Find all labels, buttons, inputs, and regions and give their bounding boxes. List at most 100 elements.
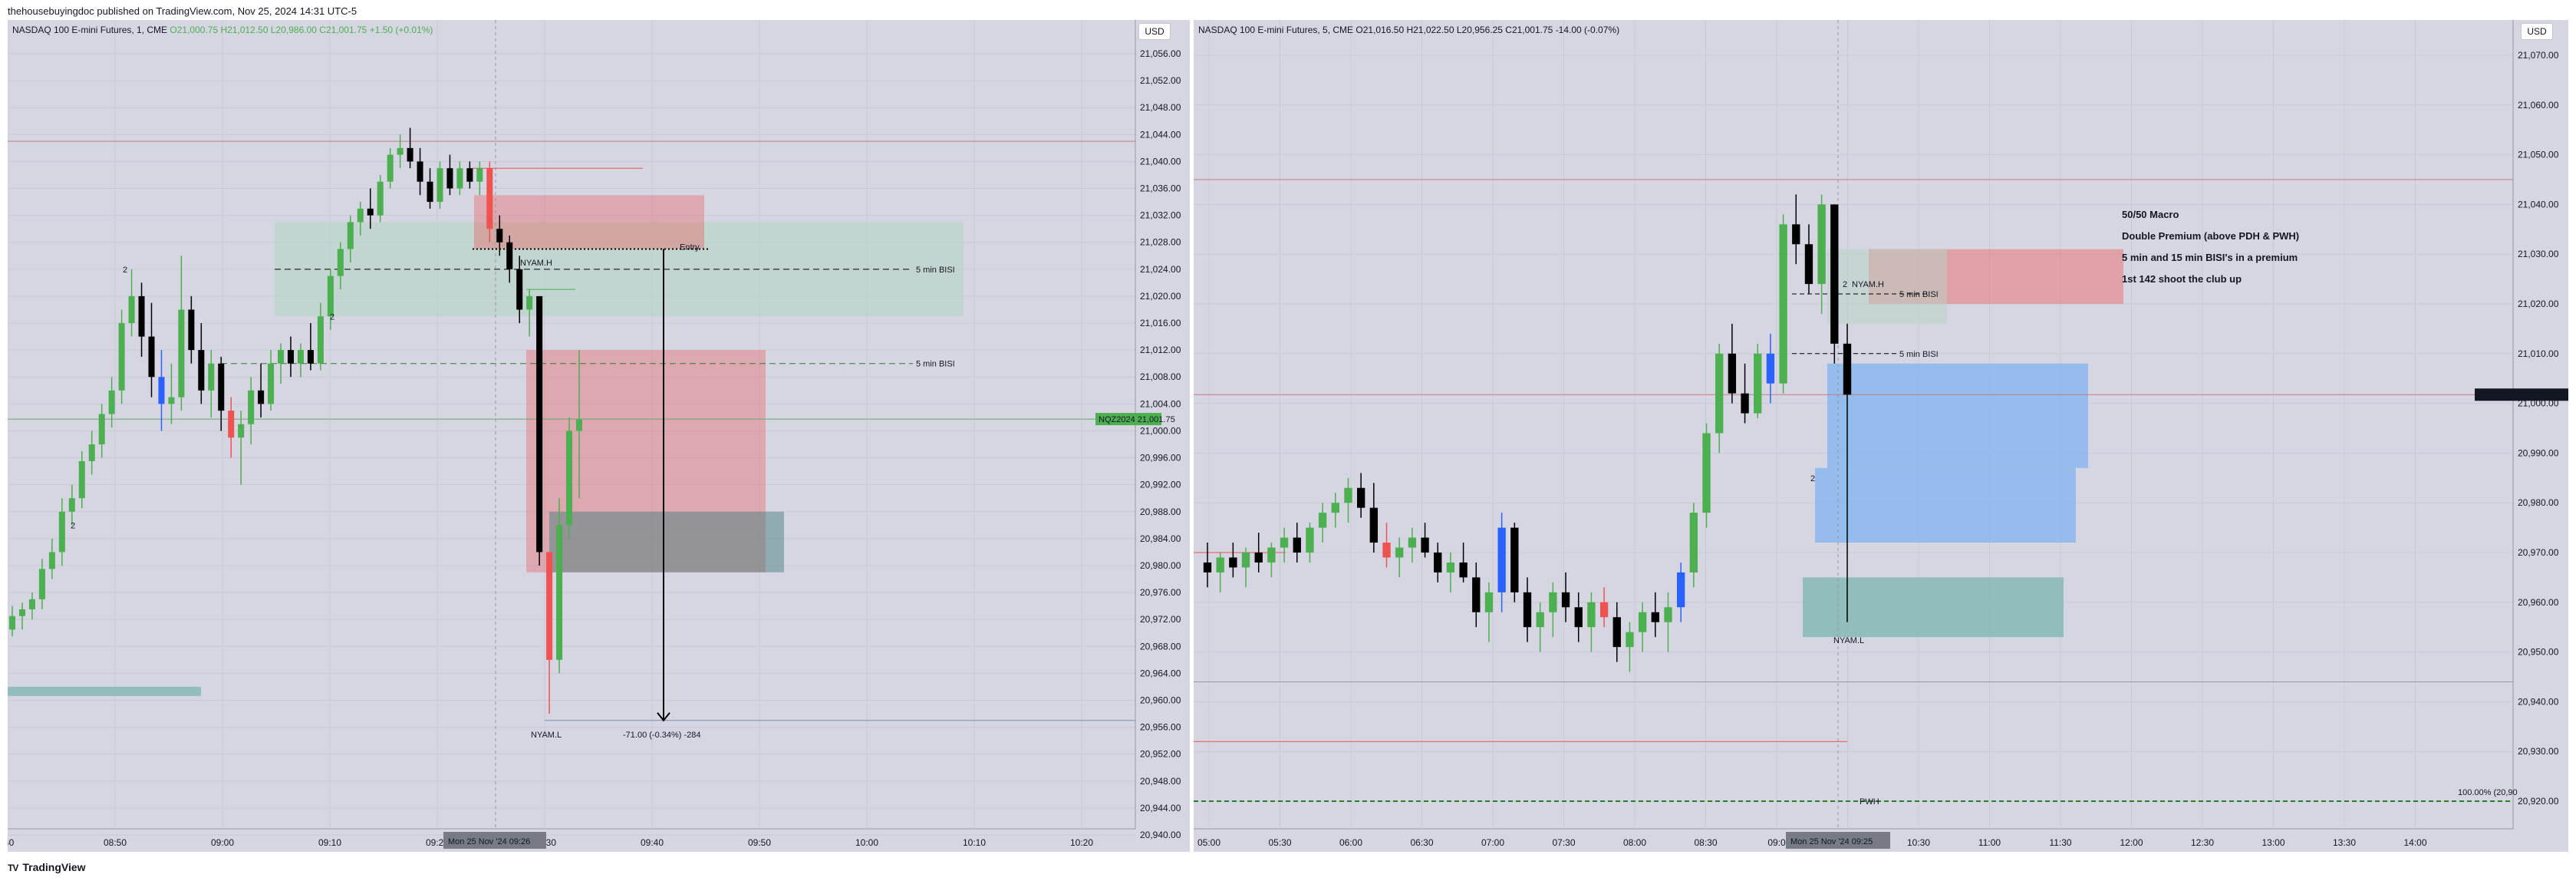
x-tick-label: :40 xyxy=(8,837,15,848)
liquidity-zone xyxy=(8,686,201,696)
x-tick-label: 12:30 xyxy=(2191,837,2214,848)
y-tick-label: 21,028.00 xyxy=(1140,237,1181,248)
entry-label: Entry xyxy=(680,243,700,252)
candle-body xyxy=(575,419,583,431)
y-tick-label: 21,012.00 xyxy=(1140,345,1181,355)
left-currency-button[interactable]: USD xyxy=(1138,23,1171,40)
candle-body xyxy=(1741,393,1749,414)
left-symbol[interactable]: NASDAQ 100 E-mini Futures, 1, CME xyxy=(12,25,168,35)
candle-body xyxy=(268,363,275,404)
target-zone-teal xyxy=(549,511,784,572)
candle-body xyxy=(1408,537,1417,548)
candle-body xyxy=(88,444,95,461)
candle-body xyxy=(238,424,245,438)
candle-body xyxy=(1318,513,1327,528)
candle-body xyxy=(158,377,165,404)
candle-body xyxy=(546,552,553,660)
candle-body xyxy=(456,168,463,189)
price-tag-label: NQZ2024 21,001.75 xyxy=(2478,391,2555,400)
y-tick-label: 20,930.00 xyxy=(2518,746,2559,757)
y-tick-label: 21,020.00 xyxy=(2518,299,2559,309)
y-tick-label: 20,992.00 xyxy=(1140,480,1181,490)
candle-body xyxy=(377,181,384,216)
x-tick-label: 08:30 xyxy=(1694,837,1717,848)
y-tick-label: 21,024.00 xyxy=(1140,264,1181,275)
x-tick-label: 05:00 xyxy=(1197,837,1220,848)
y-tick-label: 20,956.00 xyxy=(1140,722,1181,733)
footer: TV TradingView xyxy=(0,852,2576,881)
left-change: +1.50 (+0.01%) xyxy=(369,25,433,35)
candle-body xyxy=(1382,543,1391,558)
candle-body xyxy=(436,168,443,203)
x-tick-label: 06:00 xyxy=(1339,837,1362,848)
x-tick-label: 13:30 xyxy=(2333,837,2356,848)
candle-body xyxy=(1574,607,1583,628)
y-tick-label: 20,960.00 xyxy=(2518,597,2559,608)
candle-body xyxy=(1804,244,1813,285)
y-tick-label: 20,988.00 xyxy=(1140,506,1181,517)
candle-body xyxy=(128,295,135,324)
candle-body xyxy=(1497,527,1506,592)
candle-body xyxy=(218,363,225,411)
right-currency-button[interactable]: USD xyxy=(2521,23,2553,40)
candle-body xyxy=(1434,553,1442,572)
y-tick-label: 21,040.00 xyxy=(2518,199,2559,210)
nyam-zone-teal xyxy=(1803,577,2064,638)
y-tick-label: 21,036.00 xyxy=(1140,183,1181,194)
candle-body xyxy=(446,168,453,189)
y-tick-label: 21,040.00 xyxy=(1140,156,1181,167)
candle-body xyxy=(327,276,334,317)
x-tick-label: 10:30 xyxy=(1907,837,1930,848)
tradingview-logo[interactable]: TV TradingView xyxy=(8,861,86,873)
y-tick-label: 21,048.00 xyxy=(1140,102,1181,113)
y-tick-label: 21,010.00 xyxy=(2518,348,2559,359)
y-tick-label: 20,960.00 xyxy=(1140,695,1181,705)
x-tick-label: 09:10 xyxy=(318,837,341,848)
right-chart-canvas[interactable]: 21,070.00 21,060.00 21,050.00 21,040.00 21,0… xyxy=(1194,20,2568,852)
measure-label: -71.00 (-0.34%) -284 xyxy=(623,731,701,740)
candle-body xyxy=(1241,553,1250,568)
y-tick-label: 21,016.00 xyxy=(1140,318,1181,328)
candle-body xyxy=(476,168,483,182)
y-tick-label: 20,976.00 xyxy=(1140,587,1181,598)
y-tick-label: 20,972.00 xyxy=(1140,614,1181,625)
candle-body xyxy=(387,154,394,182)
candle-body xyxy=(1446,562,1455,572)
x-tick-label: 08:50 xyxy=(104,837,127,848)
candle-body xyxy=(1626,632,1634,648)
y-tick-label: 20,944.00 xyxy=(1140,803,1181,813)
candle-body xyxy=(1587,602,1596,628)
bisi-zone-blue-upper xyxy=(1827,363,2088,468)
x-tick-label: 11:30 xyxy=(2049,837,2071,848)
candle-body xyxy=(1331,503,1339,513)
candle-body xyxy=(506,242,513,269)
candle-body xyxy=(1421,537,1429,553)
y-tick-label: 21,030.00 xyxy=(2518,249,2559,259)
candle-body xyxy=(1830,204,1839,344)
right-chart-pane[interactable]: NASDAQ 100 E-mini Futures, 5, CME O21,01… xyxy=(1194,20,2568,852)
candle-body xyxy=(178,309,185,398)
candle-body xyxy=(297,350,305,364)
y-tick-label: 20,990.00 xyxy=(2518,447,2559,458)
left-chart-canvas[interactable]: 21,056.00 21,052.00 21,048.00 21,044.00 21,0… xyxy=(8,20,1190,852)
y-tick-label: 20,980.00 xyxy=(1140,560,1181,571)
measure-arrowhead xyxy=(657,712,670,722)
left-chart-pane[interactable]: NASDAQ 100 E-mini Futures, 1, CME O21,00… xyxy=(8,20,1190,852)
left-close: C21,001.75 xyxy=(319,25,367,35)
y-tick-label: 21,020.00 xyxy=(1140,291,1181,302)
date-tag-label: Mon 25 Nov '24 09:26 xyxy=(448,837,530,846)
candle-body xyxy=(8,615,16,630)
brand-name: TradingView xyxy=(22,861,86,873)
bisi-label-2: 5 min BISI xyxy=(1899,350,1939,359)
y-tick-label: 21,056.00 xyxy=(1140,48,1181,59)
bisi-zone-blue-lower xyxy=(1815,467,2076,543)
x-tick-label: 11:00 xyxy=(1978,837,2001,848)
right-symbol[interactable]: NASDAQ 100 E-mini Futures, 5, CME xyxy=(1198,25,1354,35)
candle-body xyxy=(1561,592,1570,608)
y-tick-label: 20,964.00 xyxy=(1140,668,1181,678)
candle-body xyxy=(1472,577,1481,612)
note-line: 5 min and 15 min BISI's in a premium xyxy=(2122,252,2298,263)
right-open: O21,016.50 xyxy=(1356,25,1405,35)
bisi-label-1: 5 min BISI xyxy=(1899,290,1939,299)
x-tick-label: 10:20 xyxy=(1070,837,1093,848)
